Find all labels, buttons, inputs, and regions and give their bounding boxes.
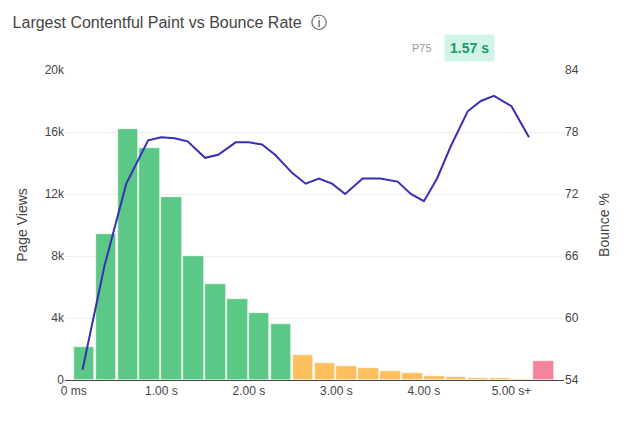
svg-text:P75: P75 — [412, 42, 432, 54]
svg-text:12k: 12k — [45, 187, 65, 201]
svg-text:4.00 s: 4.00 s — [408, 384, 441, 398]
svg-text:0 ms: 0 ms — [61, 384, 87, 398]
svg-text:16k: 16k — [45, 125, 65, 139]
svg-text:5.00 s+: 5.00 s+ — [492, 384, 532, 398]
svg-text:66: 66 — [565, 249, 579, 263]
svg-text:3.00 s: 3.00 s — [320, 384, 353, 398]
svg-text:1.00 s: 1.00 s — [145, 384, 178, 398]
svg-text:78: 78 — [565, 125, 579, 139]
svg-text:54: 54 — [565, 373, 579, 387]
svg-text:84: 84 — [565, 63, 579, 77]
svg-text:Bounce %: Bounce % — [596, 193, 612, 257]
svg-text:2.00 s: 2.00 s — [232, 384, 265, 398]
svg-text:20k: 20k — [45, 63, 65, 77]
svg-text:Page Views: Page Views — [14, 188, 30, 262]
svg-text:60: 60 — [565, 311, 579, 325]
svg-text:1.57 s: 1.57 s — [450, 40, 489, 56]
svg-text:Largest Contentful Paint vs Bo: Largest Contentful Paint vs Bounce Rate … — [13, 14, 327, 31]
svg-text:4k: 4k — [51, 311, 65, 325]
svg-text:0: 0 — [57, 373, 64, 387]
svg-text:8k: 8k — [51, 249, 65, 263]
svg-text:72: 72 — [565, 187, 579, 201]
